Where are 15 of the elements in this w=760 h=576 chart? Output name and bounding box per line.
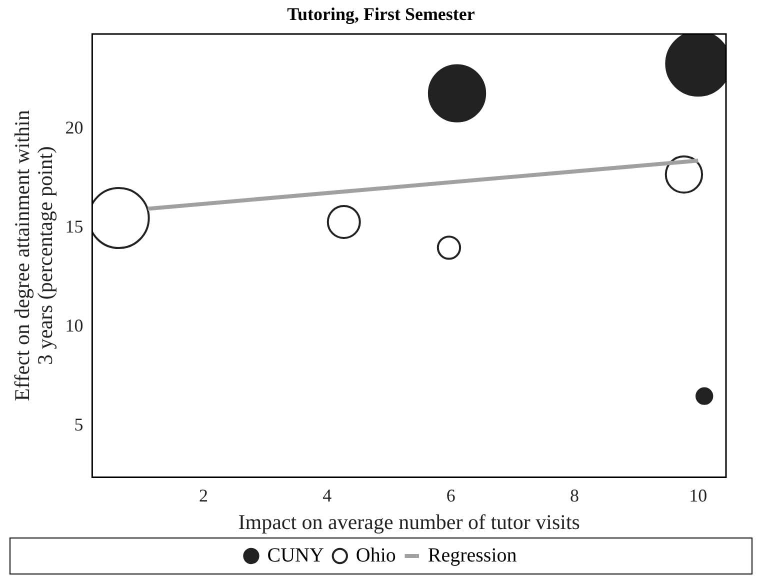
x-axis-title: Impact on average number of tutor visits [238, 510, 580, 534]
y-tick-label: 15 [65, 216, 84, 237]
x-tick-label: 6 [446, 486, 456, 506]
legend-label: Regression [428, 544, 517, 566]
x-tick-label: 4 [322, 486, 332, 506]
y-axis-title: Effect on degree attainment within 3 years (percentage point) [10, 110, 58, 402]
x-tick-label: 2 [199, 486, 208, 506]
legend-label: CUNY [267, 544, 324, 566]
y-tick-label: 5 [74, 414, 84, 434]
chart-title: Tutoring, First Semester [287, 4, 475, 24]
x-tick-label: 10 [689, 486, 708, 506]
y-tick-label: 10 [65, 316, 84, 336]
y-tick-label: 20 [65, 118, 84, 138]
legend-label: Ohio [356, 544, 396, 566]
x-tick-label: 8 [570, 486, 580, 506]
